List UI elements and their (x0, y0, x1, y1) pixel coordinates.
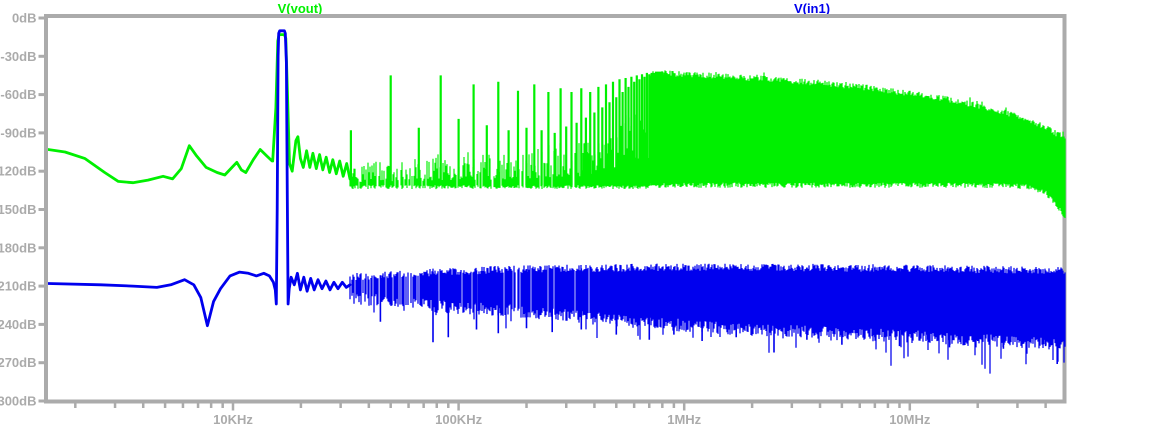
y-tick-label: -60dB (0, 87, 36, 102)
legend-in1-label[interactable]: V(in1) (793, 1, 831, 16)
vout-dense-band (648, 70, 1066, 218)
in1-noise-band (349, 263, 1066, 374)
x-tick-label: 100KHz (435, 412, 482, 427)
y-tick-label: -90dB (0, 125, 36, 140)
x-tick-label: 10MHz (889, 412, 931, 427)
y-tick-label: -120dB (0, 164, 37, 179)
y-tick-label: -300dB (0, 394, 37, 409)
x-tick-label: 1MHz (667, 412, 701, 427)
y-tick-label: -210dB (0, 279, 37, 294)
y-tick-label: -240dB (0, 317, 37, 332)
y-tick-label: -180dB (0, 240, 37, 255)
plot-border (44, 14, 1067, 404)
in1-deep-spikes (379, 267, 1058, 364)
y-tick-label: -150dB (0, 202, 37, 217)
vout-smooth-curve (48, 33, 352, 185)
vout-noise-hash (349, 105, 650, 190)
legend-vout-label[interactable]: V(vout) (277, 1, 323, 16)
axes: 0dB -30dB -60dB -90dB -120dB -150dB -180dB -210… (0, 11, 1067, 427)
vout-trace[interactable] (48, 33, 1066, 218)
in1-trace[interactable] (48, 29, 1066, 374)
in1-smooth-curve (48, 29, 352, 328)
y-tick-label: -30dB (0, 49, 36, 64)
x-tick-label: 10KHz (213, 412, 253, 427)
y-tick-label: -270dB (0, 355, 37, 370)
y-tick-label: 0dB (12, 11, 37, 26)
